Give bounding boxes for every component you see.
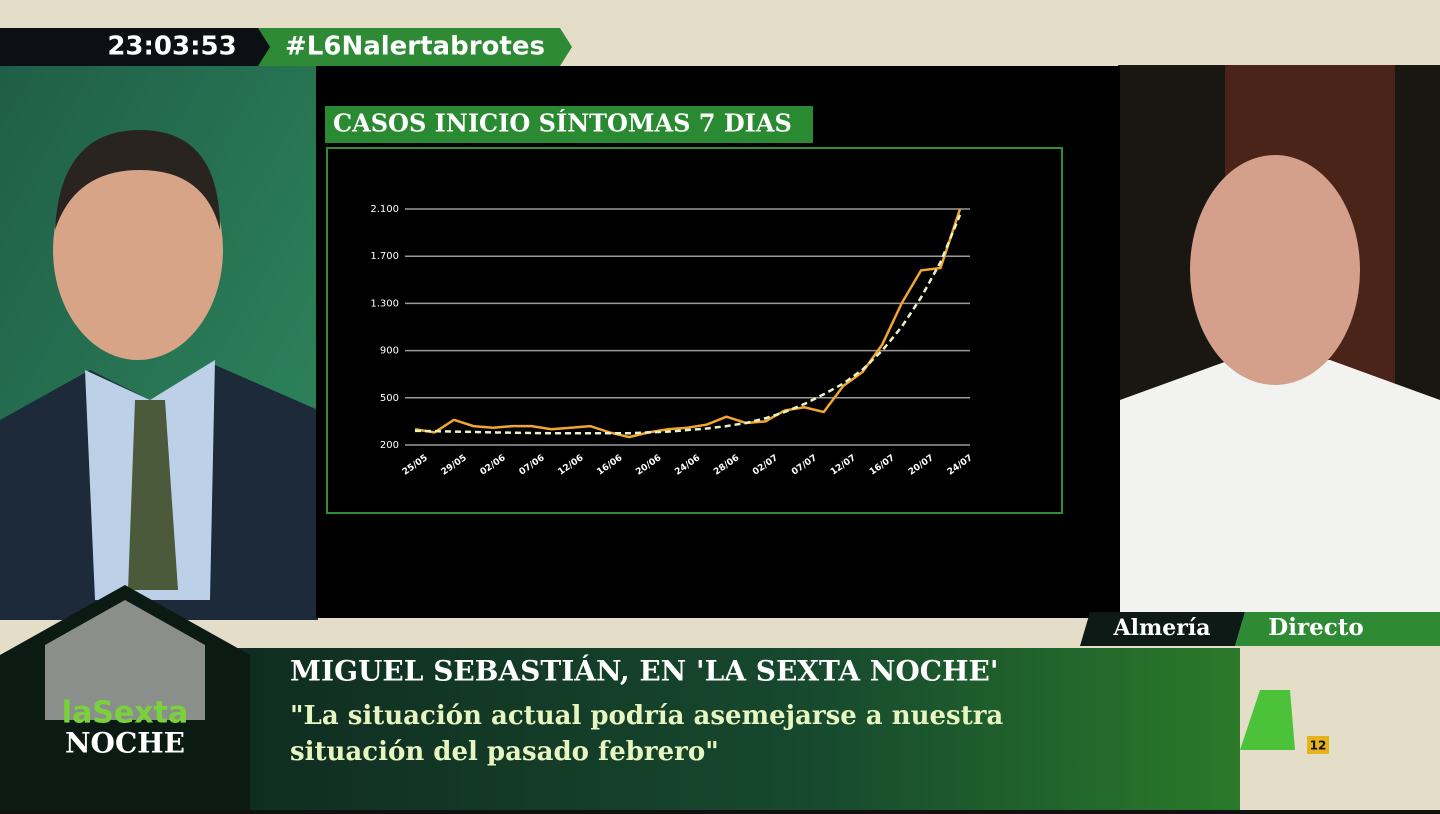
location-box [1080, 612, 1245, 646]
chart-title-box [325, 106, 813, 143]
lower-third [200, 648, 1240, 810]
chart-panel [316, 66, 1120, 618]
logo-bottom: NOCHE [65, 727, 185, 760]
hashtag: #L6Nalertabrotes [285, 32, 545, 62]
y-tick-label: 200 [380, 440, 399, 451]
y-tick-label: 900 [380, 346, 399, 357]
channel-logo [1240, 690, 1295, 750]
logo-image [45, 600, 205, 720]
live-box [1235, 612, 1440, 646]
y-tick-label: 2.100 [370, 204, 399, 215]
y-tick-label: 1.300 [370, 298, 399, 309]
channel-badge [1307, 736, 1329, 754]
channel-number: 12 [1310, 739, 1327, 753]
presenter-head [53, 140, 223, 360]
quote-line: situación del pasado febrero" [290, 737, 719, 767]
headline: MIGUEL SEBASTIÁN, EN 'LA SEXTA NOCHE' [290, 655, 998, 688]
logo-top: laSexta [62, 696, 188, 731]
live: Directo [1268, 614, 1363, 641]
clock-box [0, 28, 270, 66]
series-line [414, 214, 962, 435]
quote-line: "La situación actual podría asemejarse a… [290, 701, 1003, 731]
presenter-tie [128, 400, 178, 590]
chart-title: CASOS INICIO SÍNTOMAS 7 DIAS [333, 109, 792, 138]
presenter-hair [55, 130, 220, 230]
y-tick-label: 1.700 [370, 251, 399, 262]
clock: 23:03:53 [107, 32, 236, 62]
guest-shirt [1120, 360, 1440, 615]
location: Almería [1113, 615, 1211, 641]
y-tick-label: 500 [380, 393, 399, 404]
chart-frame [326, 147, 1063, 514]
hashtag-box [258, 28, 572, 66]
guest-head [1190, 155, 1360, 385]
